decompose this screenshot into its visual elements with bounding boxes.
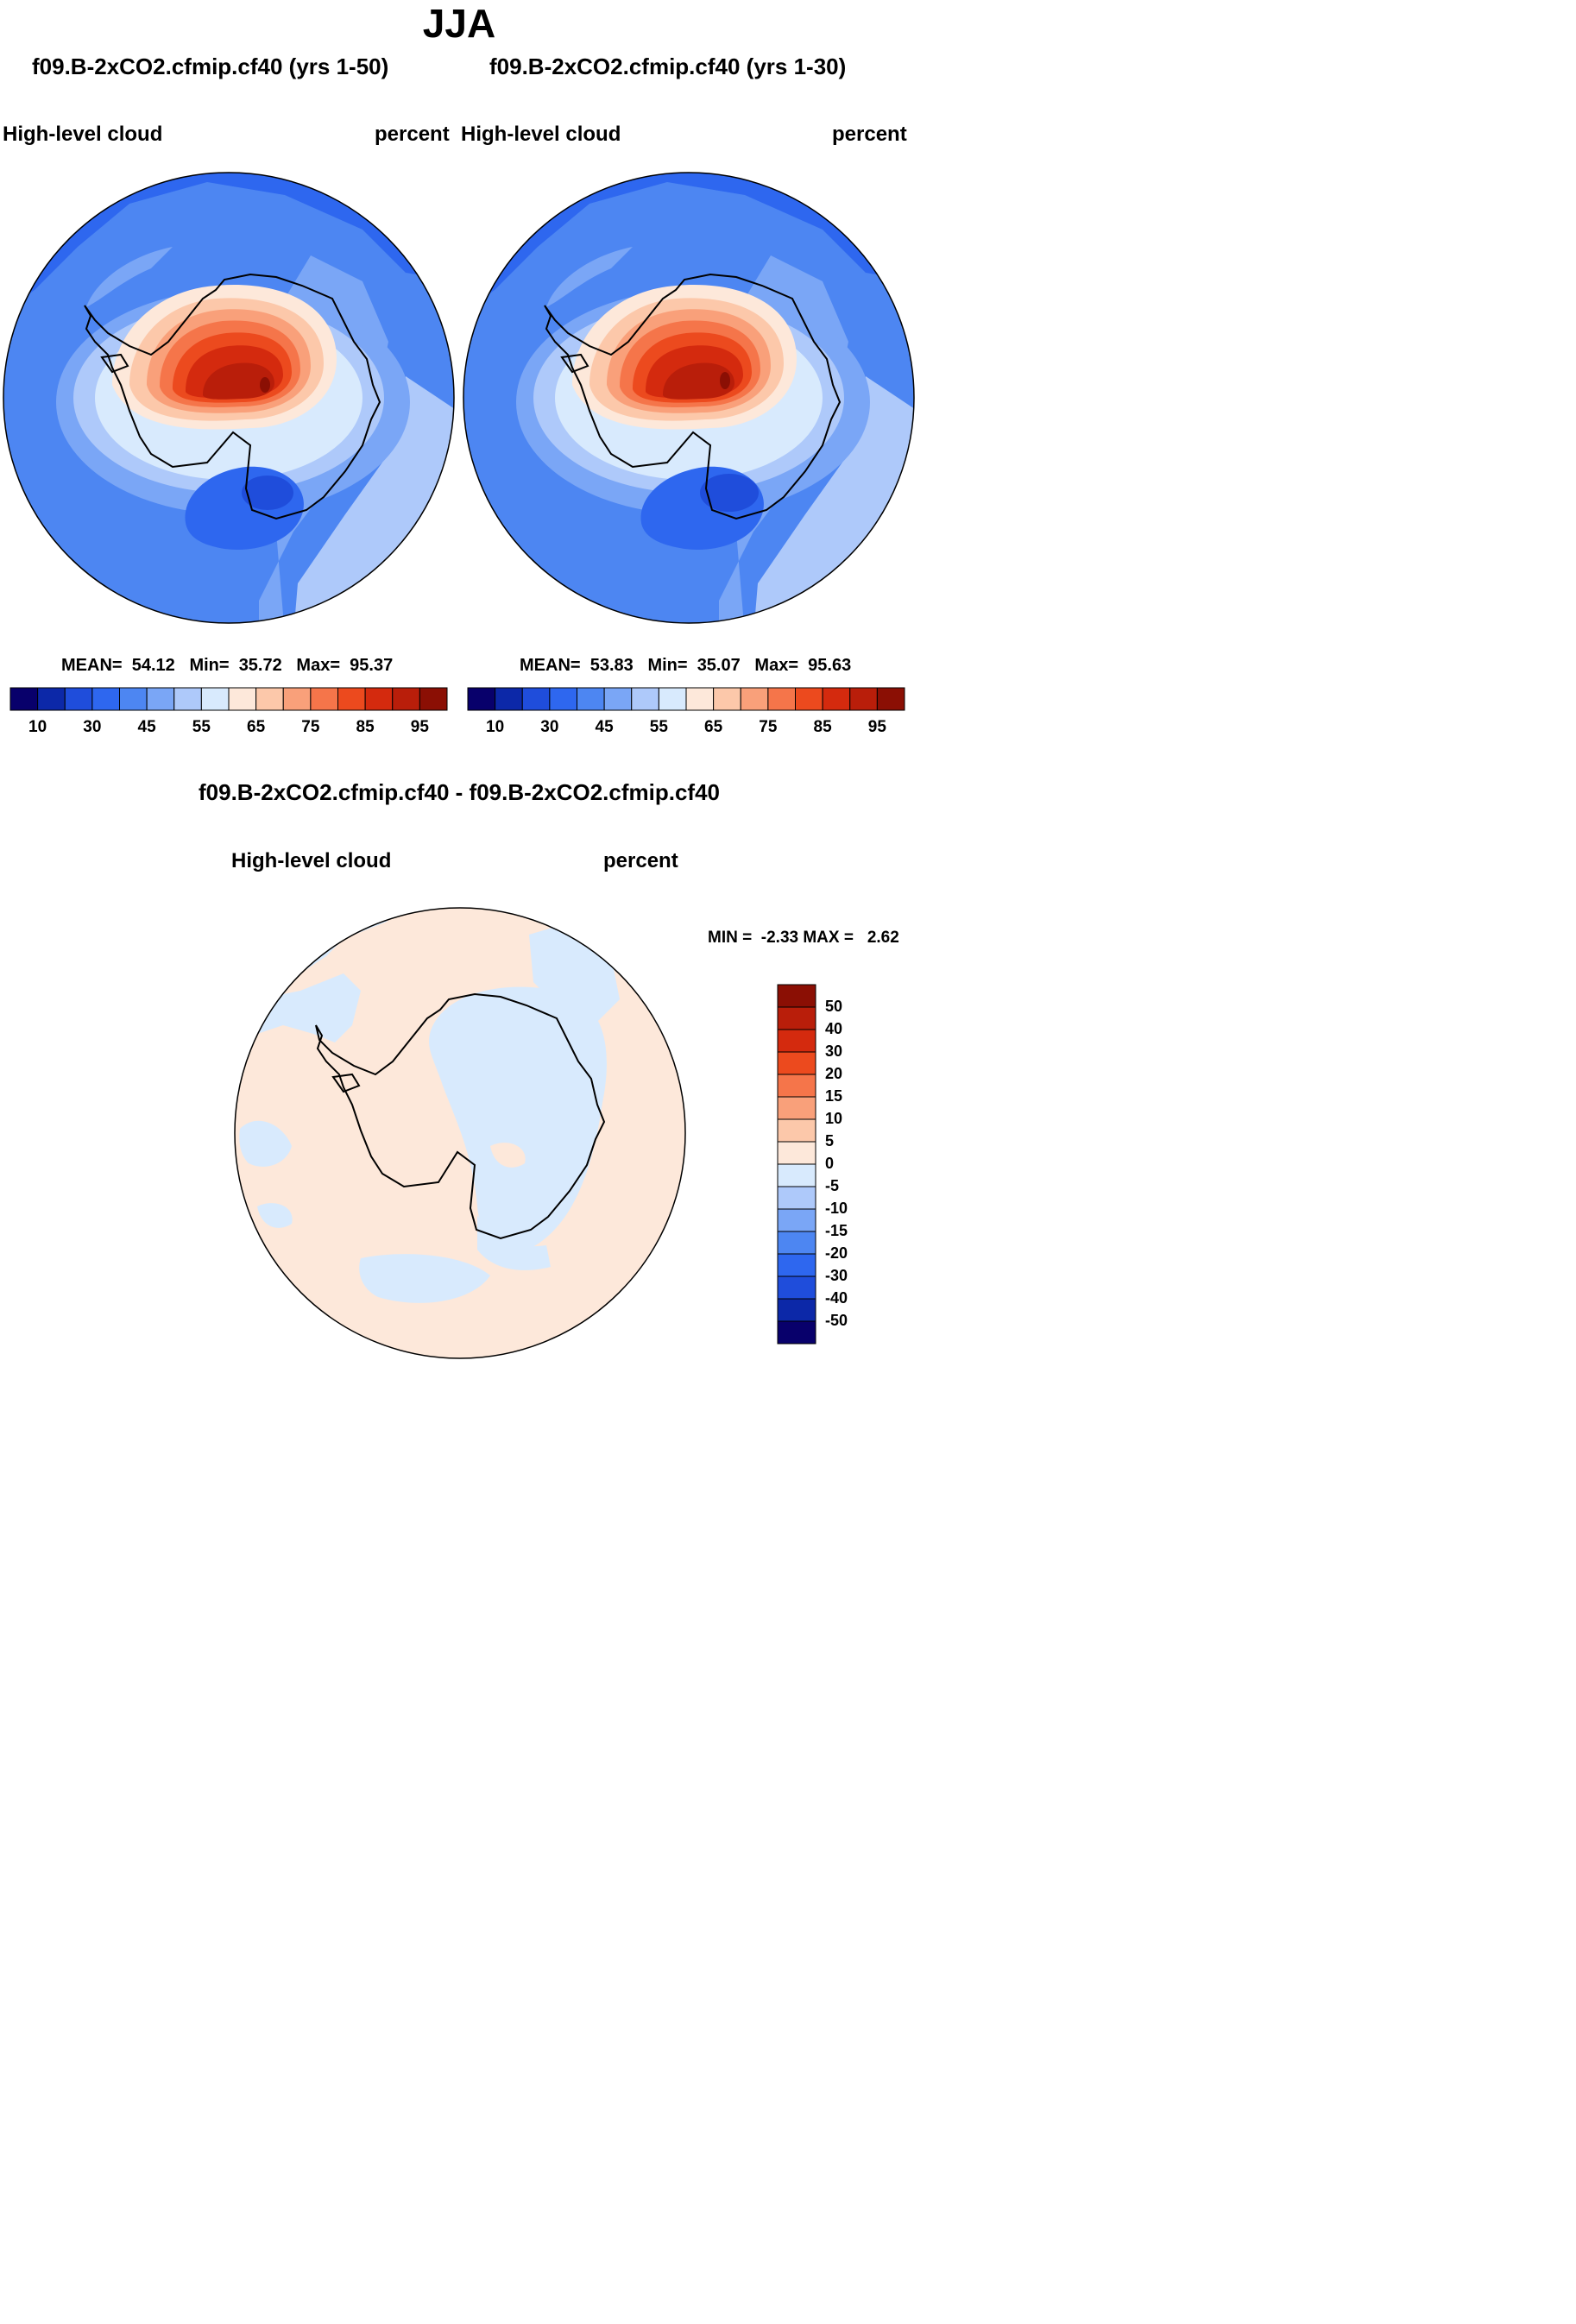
diff-colorbar-swatch: [777, 984, 816, 1008]
diff-colorbar-swatch: [777, 1231, 816, 1255]
diff-colorbar-swatch: [777, 1029, 816, 1053]
panel-right-map: [463, 172, 915, 624]
diff-colorbar-tick-label: 15: [825, 1087, 843, 1105]
colorbar-swatch: [631, 687, 659, 711]
diff-colorbar-swatch: [777, 1141, 816, 1165]
colorbar-swatch: [849, 687, 878, 711]
diff-colorbar-tick-label: -40: [825, 1289, 848, 1307]
diff-colorbar-swatch: [777, 1074, 816, 1098]
diff-colorbar-swatch: [777, 1275, 816, 1300]
colorbar-swatch: [337, 687, 366, 711]
diff-variable-label: High-level cloud: [231, 849, 392, 872]
diff-colorbar-tick-label: 30: [825, 1042, 843, 1060]
colorbar-swatch: [467, 687, 496, 711]
diff-colorbar: [777, 984, 816, 1345]
colorbar-swatch: [549, 687, 577, 711]
panel-right-case-title: f09.B-2xCO2.cfmip.cf40 (yrs 1-30): [489, 54, 847, 79]
colorbar-swatch: [119, 687, 148, 711]
colorbar-swatch: [876, 687, 905, 711]
colorbar-swatch: [364, 687, 394, 711]
colorbar-tick-label: 10: [28, 718, 47, 736]
colorbar-tick-label: 65: [247, 718, 266, 736]
colorbar-swatch: [495, 687, 523, 711]
colorbar-swatch: [419, 687, 448, 711]
colorbar-swatch: [64, 687, 93, 711]
colorbar-swatch: [228, 687, 257, 711]
colorbar-tick-label: 95: [410, 718, 429, 736]
colorbar-swatch: [91, 687, 120, 711]
diff-colorbar-tick-label: 0: [825, 1155, 835, 1172]
panel-left-stats: MEAN= 54.12 Min= 35.72 Max= 95.37: [61, 656, 394, 675]
colorbar-swatch: [795, 687, 823, 711]
colorbar-swatch: [603, 687, 633, 711]
colorbar-tick-label: 85: [356, 718, 375, 736]
diff-colorbar-swatch: [777, 1253, 816, 1277]
colorbar-swatch: [310, 687, 338, 711]
colorbar-swatch: [521, 687, 551, 711]
colorbar-swatch: [37, 687, 66, 711]
colorbar-tick-label: 65: [704, 718, 723, 736]
diff-colorbar-tick-label: 50: [825, 998, 843, 1015]
colorbar-swatch: [9, 687, 39, 711]
diff-colorbar-tick-label: -15: [825, 1222, 848, 1239]
diff-colorbar-swatch: [777, 1051, 816, 1075]
colorbar-tick-label: 55: [192, 718, 211, 736]
colorbar-tick-label: 95: [867, 718, 886, 736]
colorbar-swatch: [685, 687, 715, 711]
diff-colorbar-tick-label: 40: [825, 1020, 843, 1037]
figure-title: JJA: [422, 1, 496, 46]
diff-colorbar-swatch: [777, 1186, 816, 1210]
colorbar-swatch: [173, 687, 202, 711]
diff-stats: MIN = -2.33 MAX = 2.62: [708, 929, 899, 947]
colorbar-swatch: [200, 687, 230, 711]
panel-right-colorbar: [467, 687, 905, 711]
diff-title: f09.B-2xCO2.cfmip.cf40 - f09.B-2xCO2.cfm…: [199, 779, 720, 805]
diff-colorbar-tick-label: 5: [825, 1132, 835, 1149]
panel-left-units-label: percent: [375, 123, 450, 146]
diff-colorbar-swatch: [777, 1118, 816, 1143]
diff-units-label: percent: [603, 849, 678, 872]
diff-colorbar-tick-label: -30: [825, 1267, 848, 1284]
diff-colorbar-swatch: [777, 1006, 816, 1030]
diff-colorbar-swatch: [777, 1208, 816, 1232]
colorbar-tick-label: 30: [540, 718, 559, 736]
diff-colorbar-tick-label: 10: [825, 1110, 843, 1127]
colorbar-tick-label: 10: [486, 718, 505, 736]
colorbar-swatch: [146, 687, 175, 711]
colorbar-swatch: [577, 687, 605, 711]
panel-right-variable-label: High-level cloud: [461, 123, 621, 146]
diff-colorbar-swatch: [777, 1298, 816, 1322]
diff-colorbar-tick-label: -5: [825, 1177, 840, 1194]
colorbar-tick-label: 55: [649, 718, 668, 736]
panel-left-colorbar: [9, 687, 448, 711]
panel-right-units-label: percent: [832, 123, 907, 146]
colorbar-swatch: [740, 687, 769, 711]
colorbar-swatch: [282, 687, 312, 711]
colorbar-swatch: [255, 687, 284, 711]
colorbar-tick-label: 30: [83, 718, 102, 736]
colorbar-tick-label: 45: [595, 718, 614, 736]
diff-colorbar-swatch: [777, 1163, 816, 1187]
diff-colorbar-swatch: [777, 1320, 816, 1345]
diff-colorbar-swatch: [777, 1096, 816, 1120]
colorbar-tick-label: 45: [137, 718, 156, 736]
diff-colorbar-tick-label: 20: [825, 1065, 843, 1082]
colorbar-swatch: [767, 687, 796, 711]
colorbar-tick-label: 75: [759, 718, 778, 736]
colorbar-swatch: [392, 687, 420, 711]
colorbar-tick-label: 85: [813, 718, 832, 736]
panel-left-variable-label: High-level cloud: [3, 123, 163, 146]
diff-colorbar-tick-label: -50: [825, 1312, 848, 1329]
diff-colorbar-tick-label: -20: [825, 1244, 848, 1262]
panel-left-map: [3, 172, 455, 624]
panel-right-stats: MEAN= 53.83 Min= 35.07 Max= 95.63: [520, 656, 852, 675]
colorbar-tick-label: 75: [301, 718, 320, 736]
colorbar-swatch: [658, 687, 687, 711]
colorbar-swatch: [822, 687, 851, 711]
diff-colorbar-tick-label: -10: [825, 1200, 848, 1217]
panel-left-case-title: f09.B-2xCO2.cfmip.cf40 (yrs 1-50): [32, 54, 389, 79]
diff-map: [234, 907, 686, 1359]
colorbar-swatch: [713, 687, 741, 711]
